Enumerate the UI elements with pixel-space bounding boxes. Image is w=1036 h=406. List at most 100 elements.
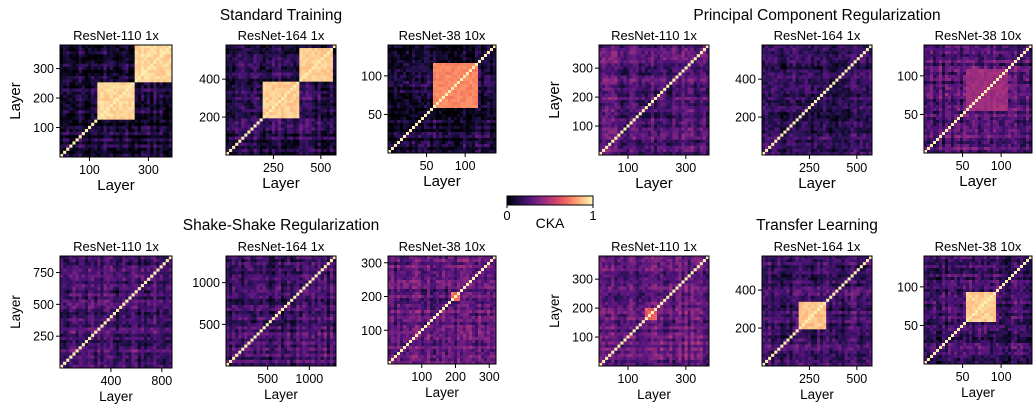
heatmap-cell <box>314 106 318 110</box>
heatmap-cell <box>391 105 395 109</box>
heatmap-cell <box>241 145 245 150</box>
heatmap-cell <box>493 105 496 109</box>
heatmap-cell <box>134 153 139 157</box>
heatmap-cell <box>397 90 401 94</box>
heatmap-cell <box>128 91 132 96</box>
heatmap-cell <box>232 81 236 86</box>
heatmap-cell <box>388 120 392 124</box>
heatmap-cell <box>436 123 440 127</box>
heatmap-cell <box>608 93 612 98</box>
heatmap-cell <box>472 135 476 139</box>
heatmap-cell <box>103 107 107 111</box>
heatmap-cell <box>122 113 126 117</box>
heatmap-cell <box>271 136 276 141</box>
heatmap-cell <box>244 84 248 89</box>
heatmap-cell <box>66 141 70 145</box>
heatmap-cell <box>75 153 79 157</box>
heatmap-cell <box>308 90 312 95</box>
heatmap-cell <box>623 133 627 137</box>
heatmap-cell <box>262 96 267 101</box>
heatmap-cell <box>290 148 294 153</box>
heatmap-cell <box>235 48 239 52</box>
heatmap-cell <box>421 45 425 49</box>
heatmap-cell <box>475 150 479 153</box>
heatmap-cell <box>81 76 86 80</box>
heatmap-cell <box>165 94 170 99</box>
heatmap-cell <box>72 57 76 61</box>
heatmap-cell <box>293 60 297 64</box>
heatmap-cell <box>620 130 624 134</box>
heatmap-cell <box>140 141 145 145</box>
heatmap-cell <box>463 120 467 124</box>
heatmap-cell <box>63 150 67 155</box>
heatmap-cell <box>91 129 95 133</box>
heatmap-cell <box>418 87 422 91</box>
heatmap-cell <box>63 60 67 64</box>
heatmap-cell <box>75 138 79 142</box>
heatmap-cell <box>66 94 70 99</box>
heatmap-cell <box>638 54 643 58</box>
heatmap-cell <box>323 139 328 144</box>
heatmap-cell <box>290 151 294 155</box>
heatmap-cell <box>397 63 401 67</box>
heatmap-cell <box>63 82 67 86</box>
heatmap-cell <box>109 101 114 105</box>
heatmap-cell <box>484 87 488 91</box>
heatmap-cell <box>663 130 667 134</box>
heatmap-cell <box>329 51 334 55</box>
heatmap-cell <box>165 132 170 136</box>
heatmap-cell <box>271 112 276 116</box>
heatmap-cell <box>299 66 303 70</box>
heatmap-cell <box>669 78 673 82</box>
heatmap-cell <box>472 129 476 133</box>
heatmap-cell <box>690 115 695 119</box>
heatmap-cell <box>641 87 646 92</box>
heatmap-cell <box>699 118 704 122</box>
heatmap-cell <box>660 118 664 122</box>
heatmap-cell <box>394 120 398 124</box>
heatmap-cell <box>277 121 282 125</box>
heatmap-cell <box>60 79 64 83</box>
heatmap-cell <box>620 124 624 128</box>
heatmap-cell <box>134 85 139 89</box>
heatmap-cell <box>63 129 67 133</box>
heatmap-cell <box>394 54 398 58</box>
heatmap-cell <box>421 96 425 100</box>
heatmap-cell <box>320 87 325 92</box>
heatmap-cell <box>150 147 154 152</box>
heatmap-cell <box>481 93 485 97</box>
heatmap-cell <box>403 105 407 109</box>
heatmap-cell <box>103 69 107 74</box>
heatmap-cell <box>168 91 172 96</box>
heatmap-cell <box>235 124 239 128</box>
heatmap-cell <box>493 75 496 79</box>
heatmap-cell <box>629 54 633 58</box>
heatmap-cell <box>281 45 285 49</box>
heatmap-cell <box>611 133 615 137</box>
heatmap-cell <box>427 93 431 97</box>
heatmap-cell <box>296 96 300 101</box>
heatmap-cell <box>100 54 104 58</box>
heatmap-cell <box>320 48 325 52</box>
heatmap-cell <box>253 106 257 110</box>
heatmap-cell <box>134 107 139 111</box>
heatmap-cell <box>678 60 682 64</box>
heatmap-cell <box>168 57 172 61</box>
heatmap-cell <box>88 135 92 139</box>
heatmap-cell <box>100 97 104 102</box>
heatmap-cell <box>675 78 679 82</box>
heatmap-cell <box>156 147 160 152</box>
heatmap-cell <box>675 84 679 89</box>
heatmap-cell <box>153 150 157 155</box>
heatmap-cell <box>466 114 470 118</box>
heatmap-cell <box>641 96 646 101</box>
heatmap-cell <box>406 114 410 118</box>
heatmap-cell <box>436 54 440 58</box>
heatmap-cell <box>620 48 624 52</box>
heatmap-cell <box>317 72 322 76</box>
heatmap-cell <box>608 90 612 95</box>
heatmap-cell <box>433 138 437 142</box>
heatmap-cell <box>320 106 325 110</box>
heatmap-cell <box>268 127 273 131</box>
